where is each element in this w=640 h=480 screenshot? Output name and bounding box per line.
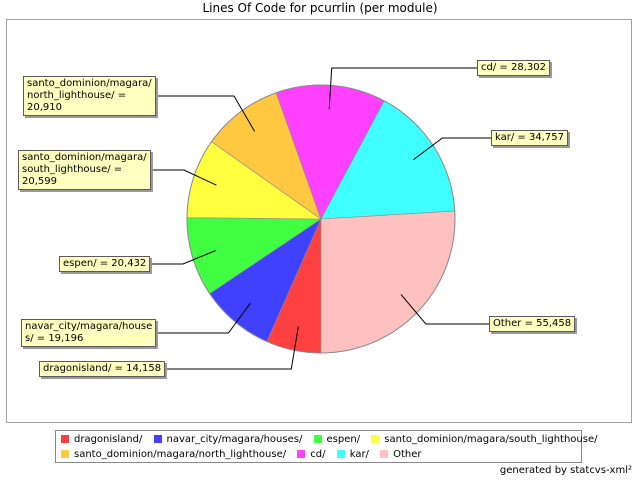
slice-data-label-line: Other = 55,458 (493, 318, 572, 329)
legend-row: santo_dominion/magara/north_lighthouse/ … (61, 448, 430, 461)
legend-item: espen/ (313, 433, 361, 446)
slice-data-label-line: 20,910 (27, 102, 62, 113)
slice-data-label: Other = 55,458 (489, 316, 576, 332)
legend-swatch (313, 435, 322, 443)
leader-line (400, 294, 489, 325)
legend-label: navar_city/magara/houses/ (166, 434, 303, 445)
legend-swatch (61, 450, 69, 458)
leader-line (150, 250, 216, 265)
plot-area: dragonisland/ = 14,158 navar_city/magara/… (6, 19, 632, 423)
legend-label: dragonisland/ (74, 434, 143, 445)
legend-label: Other (393, 449, 422, 460)
leader-line (413, 137, 491, 161)
legend-item: cd/ (297, 448, 326, 461)
slice-data-label-line: espen/ = 20,432 (63, 258, 147, 269)
slice-data-label-line: 20,599 (22, 176, 57, 187)
leader-line (328, 67, 477, 110)
legend-label: santo_dominion/magara/north_lighthouse/ (74, 449, 287, 460)
legend-label: kar/ (349, 449, 369, 460)
legend-label: santo_dominion/magara/south_lighthouse/ (384, 434, 598, 445)
leader-line (151, 169, 217, 186)
legend-swatch (153, 435, 162, 443)
slice-data-label-line: santo_dominion/magara/ (22, 152, 147, 163)
legend-swatch (380, 450, 389, 458)
slice-data-label-line: navar_city/magara/house (25, 321, 153, 332)
pie-outline (186, 84, 456, 354)
legend: dragonisland/ navar_city/magara/houses/ … (55, 430, 598, 463)
slice-data-label-line: north_lighthouse/ = (27, 90, 127, 101)
slice-data-label: dragonisland/ = 14,158 (39, 361, 166, 377)
chart-title: Lines Of Code for pcurrlin (per module) (202, 1, 438, 15)
pie-chart (150, 67, 491, 370)
slice-data-label: santo_dominion/magara/south_lighthouse/ … (18, 150, 151, 190)
legend-item: santo_dominion/magara/north_lighthouse/ (61, 448, 286, 461)
legend-swatch (297, 450, 306, 458)
legend-swatch (336, 450, 345, 458)
slice-data-label-line: south_lighthouse/ = (22, 164, 123, 175)
leader-line (156, 95, 256, 132)
slice-data-label-line: kar/ = 34,757 (495, 132, 564, 143)
legend-item: dragonisland/ (61, 433, 142, 446)
legend-row: dragonisland/ navar_city/magara/houses/ … (61, 433, 606, 446)
slice-data-label: cd/ = 28,302 (477, 60, 550, 76)
legend-label: espen/ (326, 434, 361, 445)
pie-slice (320, 210, 456, 354)
slice-data-label-line: cd/ = 28,302 (481, 62, 546, 73)
generator-credit: generated by statcvs-xml² (499, 465, 632, 476)
slice-data-label: espen/ = 20,432 (59, 256, 151, 272)
legend-item: kar/ (336, 448, 369, 461)
slice-data-label: kar/ = 34,757 (491, 130, 568, 146)
leader-line (156, 302, 251, 334)
legend-item: santo_dominion/magara/south_lighthouse/ (371, 433, 598, 446)
legend-item: navar_city/magara/houses/ (153, 433, 303, 446)
leader-line (165, 326, 299, 370)
slice-data-label-line: santo_dominion/magara/ (27, 78, 152, 89)
slice-data-label: navar_city/magara/house s/ = 19,196 (21, 319, 157, 347)
legend-item: Other (380, 448, 422, 461)
legend-swatch (61, 435, 69, 443)
slice-data-label-line: dragonisland/ = 14,158 (43, 363, 162, 374)
legend-swatch (371, 435, 380, 443)
legend-label: cd/ (310, 449, 326, 460)
slice-data-label: santo_dominion/magara/north_lighthouse/ … (23, 76, 156, 116)
slice-data-label-line: s/ = 19,196 (25, 333, 84, 344)
